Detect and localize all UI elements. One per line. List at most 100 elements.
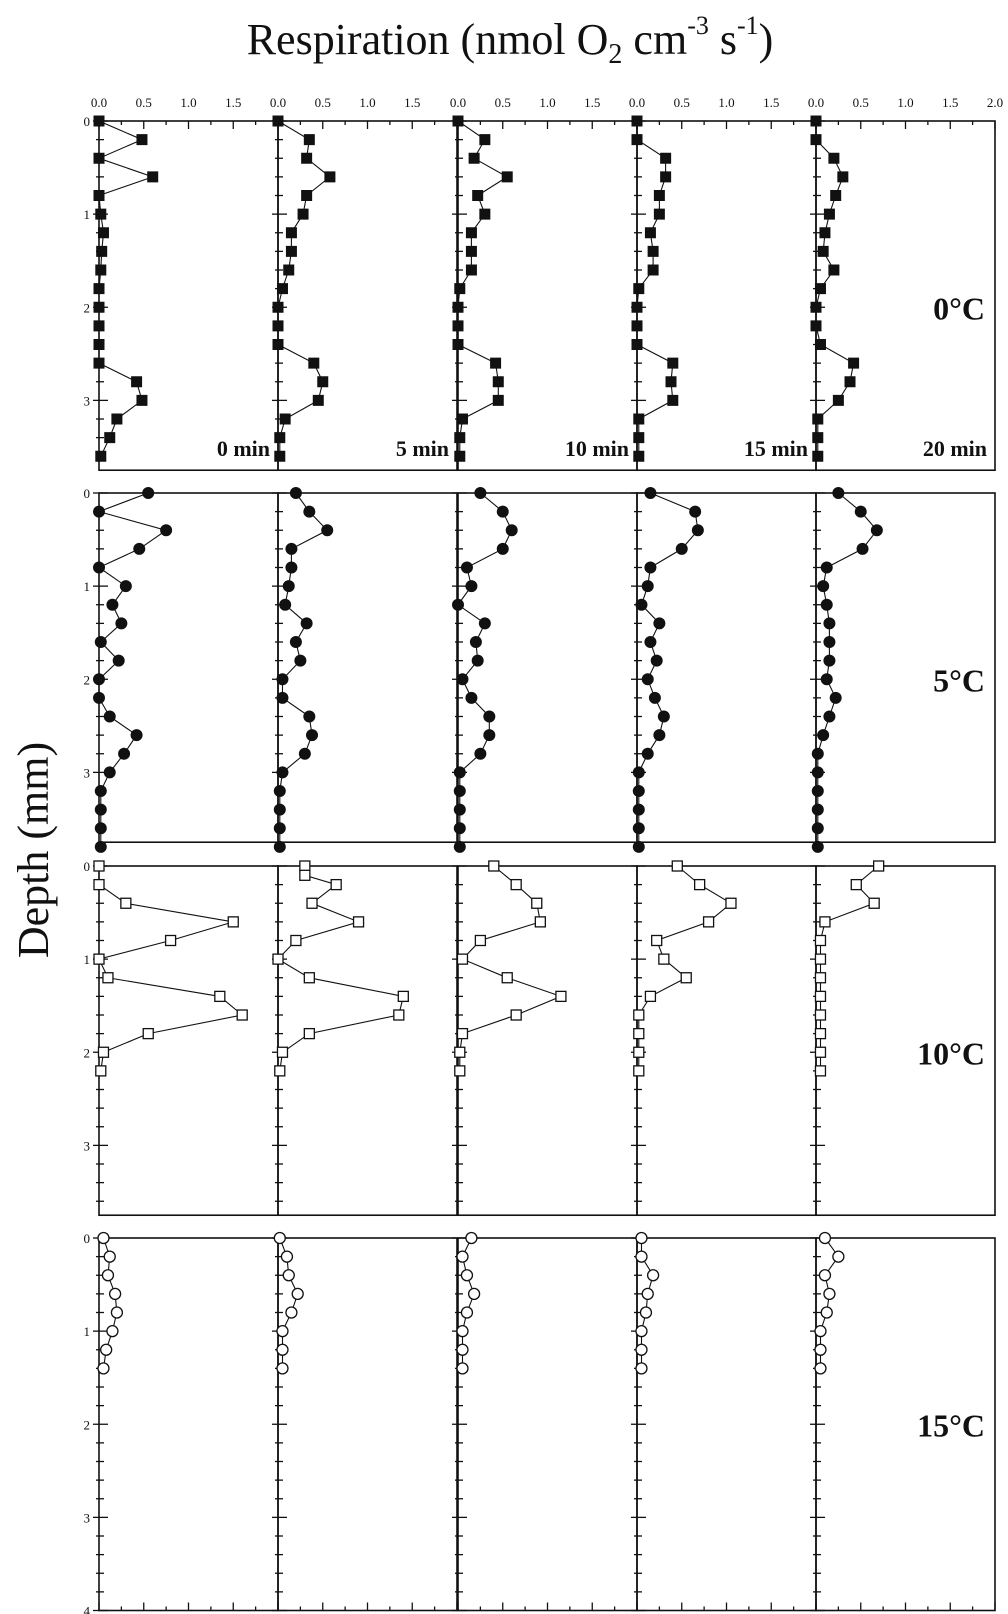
data-point — [103, 1250, 116, 1263]
x-tick-label: 0.5 — [495, 95, 511, 110]
series-line — [817, 492, 878, 847]
panel: 0.0 0.5 1.0 1.5 0 min — [91, 95, 279, 472]
data-point — [93, 320, 105, 332]
data-point — [811, 803, 824, 816]
data-point — [660, 171, 672, 183]
data-point — [456, 1250, 469, 1263]
data-point — [300, 617, 313, 630]
data-point — [653, 208, 665, 220]
data-point — [93, 152, 105, 164]
x-tick-label: 1.5 — [763, 95, 779, 110]
data-point — [147, 171, 159, 183]
data-point — [812, 432, 824, 444]
temperature-label: 0°C — [933, 290, 985, 326]
data-point — [108, 1287, 122, 1301]
data-point — [639, 1306, 653, 1319]
data-point — [725, 897, 737, 909]
x-tick-label: 0.0 — [450, 95, 466, 110]
data-point — [646, 1269, 660, 1282]
series-line — [819, 865, 879, 1071]
data-point — [510, 1009, 522, 1021]
panel-frame — [277, 865, 458, 1217]
data-point — [272, 320, 284, 332]
data-point — [850, 878, 862, 891]
data-point — [660, 152, 672, 164]
data-point — [452, 339, 464, 350]
panel — [810, 1231, 996, 1612]
data-point — [844, 376, 856, 388]
data-point — [93, 691, 105, 704]
data-point — [647, 264, 659, 276]
data-point — [279, 598, 292, 611]
data-point — [104, 432, 116, 444]
data-point — [94, 785, 107, 797]
data-point — [702, 916, 715, 928]
data-point — [460, 1306, 474, 1319]
data-point — [289, 636, 302, 648]
data-point — [297, 208, 309, 220]
data-point — [631, 115, 643, 127]
data-point — [814, 953, 827, 965]
data-point — [283, 264, 295, 276]
data-point — [644, 227, 656, 239]
panel — [631, 1231, 817, 1612]
data-point — [818, 1269, 832, 1282]
data-point — [632, 822, 645, 835]
y-tick-label: 0 — [84, 486, 91, 501]
x-tick-label: 1.0 — [539, 95, 555, 110]
temperature-row: 0 1 2 3 4 15°C — [84, 1231, 996, 1614]
data-point — [306, 897, 318, 909]
data-point — [492, 394, 504, 406]
data-point — [110, 1306, 124, 1319]
data-point — [352, 916, 365, 928]
x-axis-title-sup1: -3 — [687, 11, 709, 40]
data-point — [273, 803, 286, 816]
x-tick-label: 2.0 — [987, 95, 1003, 110]
data-point — [454, 432, 466, 444]
panel-frame — [98, 492, 279, 844]
data-point — [467, 1287, 481, 1301]
data-point — [453, 822, 466, 835]
data-point — [274, 1065, 286, 1077]
panel — [272, 860, 458, 1217]
data-point — [631, 134, 643, 146]
data-point — [452, 598, 464, 611]
data-point — [814, 1362, 827, 1375]
data-point — [648, 691, 661, 704]
data-point — [111, 413, 123, 425]
time-label: 5 min — [396, 436, 449, 461]
data-point — [680, 972, 692, 984]
y-tick-label: 2 — [84, 672, 91, 687]
data-point — [272, 953, 284, 965]
data-point — [274, 432, 286, 444]
series-line — [638, 492, 699, 847]
data-point — [823, 617, 836, 630]
panel — [452, 860, 638, 1217]
data-point — [468, 152, 480, 164]
panel-frame — [636, 492, 817, 844]
data-point — [814, 1343, 827, 1356]
data-point — [811, 840, 824, 853]
data-point — [290, 934, 302, 947]
data-point — [308, 357, 320, 369]
data-point — [633, 1027, 645, 1040]
data-point — [93, 301, 105, 313]
data-point — [299, 869, 311, 881]
data-point — [496, 542, 509, 555]
data-point — [644, 636, 657, 648]
data-point — [274, 450, 286, 462]
y-tick-label: 1 — [84, 952, 91, 967]
data-point — [810, 301, 822, 313]
data-point — [811, 822, 824, 835]
data-point — [453, 840, 466, 853]
data-point — [471, 654, 484, 667]
data-point — [452, 301, 464, 313]
data-point — [848, 357, 860, 369]
data-point — [823, 654, 836, 667]
data-point — [465, 264, 477, 276]
panel-frame — [636, 865, 817, 1217]
data-point — [496, 505, 509, 518]
data-point — [641, 1287, 654, 1301]
x-tick-label: 0.5 — [674, 95, 690, 110]
data-point — [294, 654, 307, 667]
